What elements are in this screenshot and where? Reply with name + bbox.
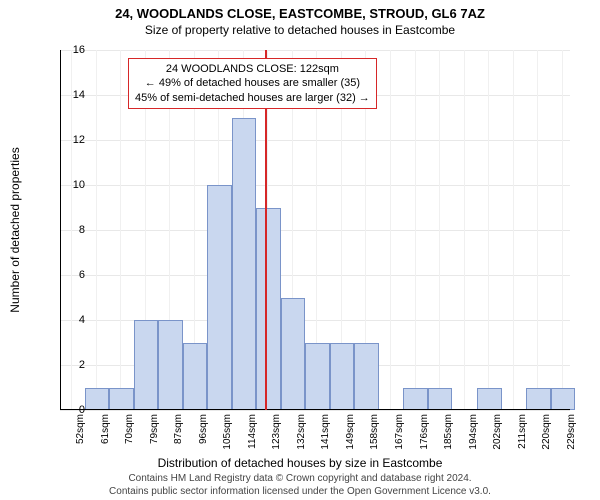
x-tick: 61sqm	[100, 414, 111, 444]
x-tick: 220sqm	[541, 414, 552, 450]
x-tick: 114sqm	[247, 414, 258, 449]
gridline-v	[415, 50, 416, 410]
x-tick: 70sqm	[124, 414, 135, 444]
x-tick: 158sqm	[369, 414, 380, 450]
x-tick: 149sqm	[345, 414, 356, 450]
gridline-v	[537, 50, 538, 410]
chart-container: 24, WOODLANDS CLOSE, EASTCOMBE, STROUD, …	[0, 0, 600, 500]
x-tick: 229sqm	[566, 414, 577, 450]
x-tick: 105sqm	[222, 414, 233, 450]
y-tick: 8	[45, 224, 85, 236]
histogram-bar	[134, 320, 159, 410]
x-tick: 87sqm	[173, 414, 184, 444]
histogram-bar	[551, 388, 576, 411]
y-tick: 6	[45, 269, 85, 281]
x-tick: 185sqm	[443, 414, 454, 450]
histogram-bar	[281, 298, 306, 411]
histogram-bar	[305, 343, 330, 411]
gridline-h	[60, 230, 570, 231]
histogram-bar	[183, 343, 208, 411]
histogram-bar	[207, 185, 232, 410]
gridline-v	[513, 50, 514, 410]
annotation-line: 24 WOODLANDS CLOSE: 122sqm	[135, 62, 370, 76]
y-tick: 12	[45, 134, 85, 146]
y-tick: 16	[45, 44, 85, 56]
x-tick: 211sqm	[517, 414, 528, 449]
chart-title: 24, WOODLANDS CLOSE, EASTCOMBE, STROUD, …	[0, 0, 600, 21]
histogram-bar	[330, 343, 355, 411]
chart-subtitle: Size of property relative to detached ho…	[0, 21, 600, 41]
histogram-bar	[354, 343, 379, 411]
gridline-v	[390, 50, 391, 410]
histogram-bar	[109, 388, 134, 411]
chart-footer: Contains HM Land Registry data © Crown c…	[0, 473, 600, 498]
gridline-v	[488, 50, 489, 410]
gridline-v	[562, 50, 563, 410]
gridline-v	[96, 50, 97, 410]
x-axis	[60, 409, 570, 410]
x-tick: 132sqm	[296, 414, 307, 450]
x-tick: 52sqm	[75, 414, 86, 444]
gridline-v	[120, 50, 121, 410]
annotation-box: 24 WOODLANDS CLOSE: 122sqm← 49% of detac…	[128, 58, 377, 109]
gridline-v	[464, 50, 465, 410]
gridline-h	[60, 50, 570, 51]
y-tick: 2	[45, 359, 85, 371]
footer-line-1: Contains HM Land Registry data © Crown c…	[0, 473, 600, 486]
x-axis-label: Distribution of detached houses by size …	[0, 456, 600, 470]
x-tick: 167sqm	[394, 414, 405, 450]
histogram-bar	[232, 118, 257, 411]
histogram-bar	[158, 320, 183, 410]
histogram-bar	[85, 388, 110, 411]
histogram-bar	[526, 388, 551, 411]
gridline-h	[60, 140, 570, 141]
histogram-bar	[403, 388, 428, 411]
gridline-h	[60, 410, 570, 411]
histogram-bar	[477, 388, 502, 411]
x-tick: 123sqm	[271, 414, 282, 450]
x-tick: 194sqm	[468, 414, 479, 450]
plot-area: 24 WOODLANDS CLOSE: 122sqm← 49% of detac…	[60, 50, 570, 410]
annotation-line: 45% of semi-detached houses are larger (…	[135, 91, 370, 105]
histogram-bar	[256, 208, 281, 411]
x-tick: 176sqm	[419, 414, 430, 450]
gridline-h	[60, 185, 570, 186]
annotation-line: ← 49% of detached houses are smaller (35…	[135, 76, 370, 90]
gridline-v	[439, 50, 440, 410]
y-tick: 4	[45, 314, 85, 326]
y-tick: 14	[45, 89, 85, 101]
y-axis-label: Number of detached properties	[8, 147, 22, 312]
x-tick: 79sqm	[149, 414, 160, 444]
gridline-h	[60, 275, 570, 276]
x-tick: 96sqm	[198, 414, 209, 444]
y-tick: 10	[45, 179, 85, 191]
x-tick: 141sqm	[320, 414, 331, 450]
histogram-bar	[428, 388, 453, 411]
x-tick: 202sqm	[492, 414, 503, 450]
footer-line-2: Contains public sector information licen…	[0, 486, 600, 499]
